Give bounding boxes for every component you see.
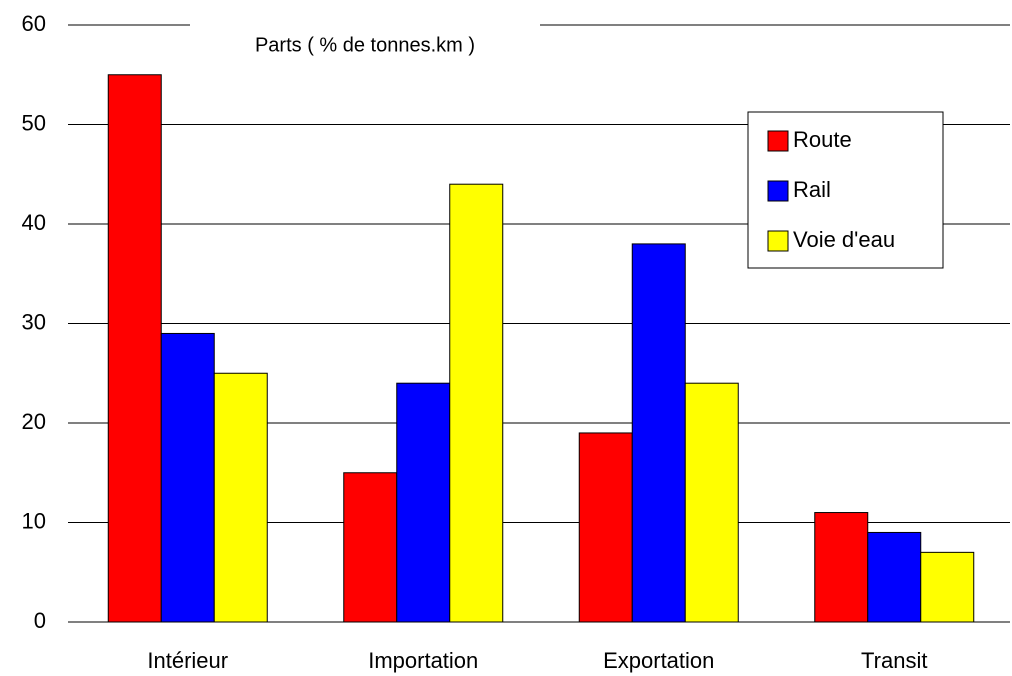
bar xyxy=(160,332,215,623)
y-tick-label: 20 xyxy=(22,409,46,434)
y-tick-label: 40 xyxy=(22,210,46,235)
bar xyxy=(631,243,686,623)
y-tick-label: 60 xyxy=(22,11,46,36)
legend-swatch xyxy=(767,130,789,152)
x-tick-label: Intérieur xyxy=(147,648,228,673)
legend-swatch xyxy=(767,230,789,252)
legend-label: Rail xyxy=(793,177,831,202)
legend-label: Route xyxy=(793,127,852,152)
y-tick-label: 50 xyxy=(22,110,46,135)
bar xyxy=(684,382,739,623)
x-tick-label: Transit xyxy=(861,648,927,673)
bar xyxy=(814,512,869,623)
legend-label: Voie d'eau xyxy=(793,227,895,252)
title-background xyxy=(190,17,540,57)
bar xyxy=(107,74,162,623)
bar xyxy=(213,372,268,623)
chart-title: Parts ( % de tonnes.km ) xyxy=(255,34,475,56)
y-tick-label: 0 xyxy=(34,608,46,633)
bar xyxy=(449,183,504,623)
bar xyxy=(396,382,451,623)
bar xyxy=(920,551,975,623)
legend-swatch xyxy=(767,180,789,202)
y-tick-label: 10 xyxy=(22,508,46,533)
bar xyxy=(867,531,922,623)
bar xyxy=(578,432,633,623)
x-tick-label: Exportation xyxy=(603,648,714,673)
x-tick-label: Importation xyxy=(368,648,478,673)
y-tick-label: 30 xyxy=(22,309,46,334)
bar xyxy=(343,472,398,623)
